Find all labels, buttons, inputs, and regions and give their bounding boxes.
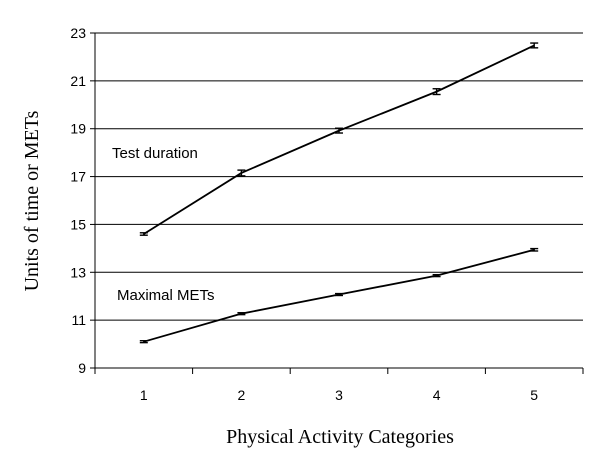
data-point [237, 169, 246, 177]
y-tick-label: 19 [70, 121, 86, 137]
y-tick-label: 21 [70, 73, 86, 89]
data-point [530, 42, 539, 49]
y-tick-label: 11 [71, 312, 86, 328]
data-point [335, 292, 343, 297]
axes [90, 32, 584, 374]
annotation-maximal-mets: Maximal METs [117, 287, 215, 304]
x-tick-label: 2 [238, 387, 246, 403]
data-point [335, 127, 343, 134]
y-tick-label: 23 [70, 25, 86, 41]
y-tick-labels: 9 11 13 15 17 19 21 23 [70, 25, 86, 376]
series-group [139, 42, 539, 344]
data-point [139, 340, 148, 344]
data-point [237, 312, 246, 316]
x-tick-labels: 1 2 3 4 5 [140, 387, 538, 403]
y-axis-label: Units of time or METs [21, 110, 43, 291]
y-tick-label: 9 [78, 360, 86, 376]
data-point [432, 273, 441, 278]
series-line [143, 44, 535, 235]
x-tick-label: 4 [433, 387, 441, 403]
y-tick-label: 13 [70, 264, 86, 280]
y-tick-label: 15 [70, 216, 86, 232]
data-point [432, 88, 441, 96]
x-tick-label: 3 [335, 387, 343, 403]
data-point [139, 232, 148, 236]
annotation-test-duration: Test duration [112, 145, 198, 162]
y-tick-label: 17 [70, 169, 86, 185]
x-tick-label: 5 [530, 387, 538, 403]
data-point [530, 247, 539, 252]
x-axis-label: Physical Activity Categories [226, 426, 454, 448]
x-tick-label: 1 [140, 387, 148, 403]
grid-lines [95, 32, 583, 321]
